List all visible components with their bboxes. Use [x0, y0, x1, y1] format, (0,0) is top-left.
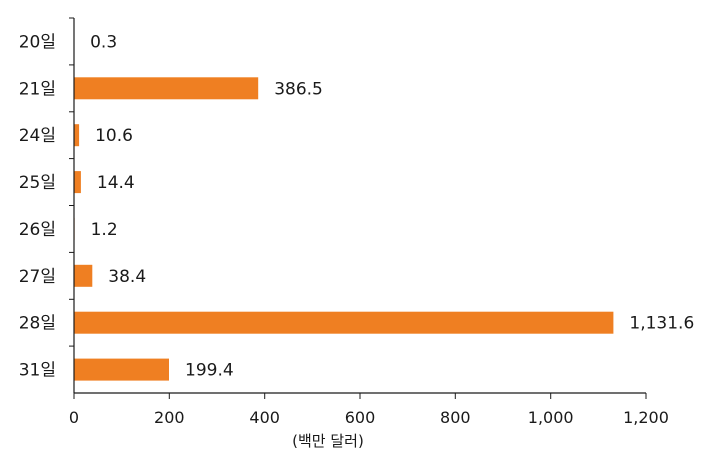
category-label-1: 21일: [19, 79, 56, 99]
x-tick-label-5: 1,000: [528, 408, 574, 427]
value-label-6: 1,131.6: [629, 314, 694, 334]
bar-6: [74, 311, 614, 334]
labels-layer: 20일 0.3 21일 386.5 24일 10.6 25일 14.4 26일 1.2 27일 38.…: [19, 32, 695, 427]
category-label-5: 27일: [19, 267, 56, 287]
value-label-7: 199.4: [185, 361, 234, 381]
value-label-5: 38.4: [108, 267, 146, 287]
category-label-3: 25일: [19, 173, 56, 193]
value-label-0: 0.3: [90, 32, 117, 52]
bar-3: [74, 171, 81, 194]
category-label-7: 31일: [19, 361, 56, 381]
x-tick-label-1: 200: [154, 408, 185, 427]
bar-1: [74, 77, 259, 100]
category-label-6: 28일: [19, 314, 56, 334]
axes-layer: [69, 17, 647, 399]
x-tick-label-3: 600: [345, 408, 376, 427]
x-axis-unit-label: (백만 달러): [292, 432, 364, 450]
bar-5: [74, 264, 93, 287]
x-tick-label-2: 400: [249, 408, 280, 427]
value-label-2: 10.6: [95, 126, 133, 146]
category-label-2: 24일: [19, 126, 56, 146]
category-label-0: 20일: [19, 32, 56, 52]
value-label-1: 386.5: [274, 79, 323, 99]
value-label-3: 14.4: [97, 173, 135, 193]
x-tick-label-0: 0: [69, 408, 79, 427]
bar-2: [74, 124, 80, 147]
bars-layer: [74, 30, 614, 381]
category-label-4: 26일: [19, 220, 56, 240]
value-label-4: 1.2: [91, 220, 118, 240]
x-tick-label-6: 1,200: [623, 408, 669, 427]
x-tick-label-4: 800: [440, 408, 471, 427]
bar-7: [74, 358, 169, 381]
